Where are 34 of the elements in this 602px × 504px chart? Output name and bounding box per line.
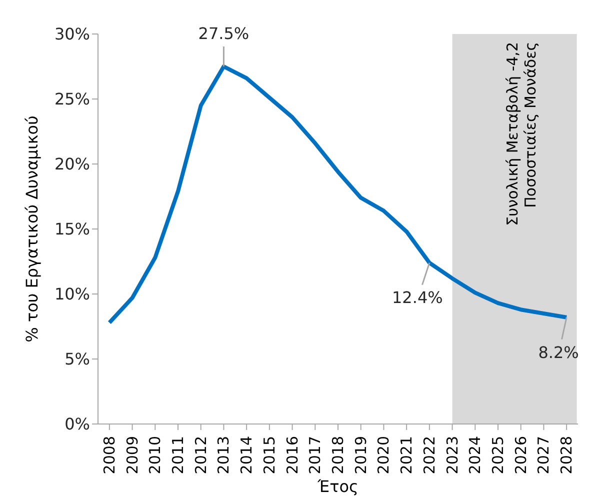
data-label: 12.4% [392,288,443,308]
x-axis-title: Έτος [316,477,358,496]
data-label: 8.2% [538,342,579,362]
x-tick-label: 2027 [534,436,553,474]
x-tick-label: 2012 [192,436,210,474]
y-tick-label: 0% [64,414,90,434]
y-tick-label: 5% [64,350,90,369]
y-axis-title: % του Εργατικού Δυναμικού [22,116,42,342]
x-tick-label: 2017 [306,436,324,474]
x-tick-label: 2008 [100,436,118,474]
x-tick-label: 2014 [238,436,256,474]
x-tick-label: 2020 [374,436,393,474]
x-tick-label: 2021 [398,436,416,474]
x-tick-label: 2028 [558,436,576,474]
x-tick-label: 2025 [489,436,507,474]
x-tick-label: 2024 [466,436,484,474]
data-label: 27.5% [198,24,250,43]
y-tick-label: 10% [54,284,90,304]
y-tick-label: 25% [54,90,90,109]
x-tick-label: 2019 [352,436,370,474]
y-tick-label: 20% [54,154,90,174]
x-tick-label: 2026 [512,436,530,474]
x-tick-label: 2009 [123,436,142,474]
x-tick-label: 2010 [146,436,164,474]
x-tick-label: 2013 [214,436,233,474]
band-label: Συνολική Μεταβολή -4,2 Ποσοστιαίες Μονάδες [504,42,540,226]
x-tick-label: 2016 [283,436,302,474]
x-tick-label: 2022 [420,436,438,474]
y-tick-label: 15% [54,220,90,239]
x-tick-label: 2015 [260,436,278,474]
x-tick-label: 2023 [443,436,462,474]
y-tick-label: 30% [54,24,90,44]
x-tick-label: 2018 [329,436,347,474]
x-tick-label: 2011 [169,436,187,474]
